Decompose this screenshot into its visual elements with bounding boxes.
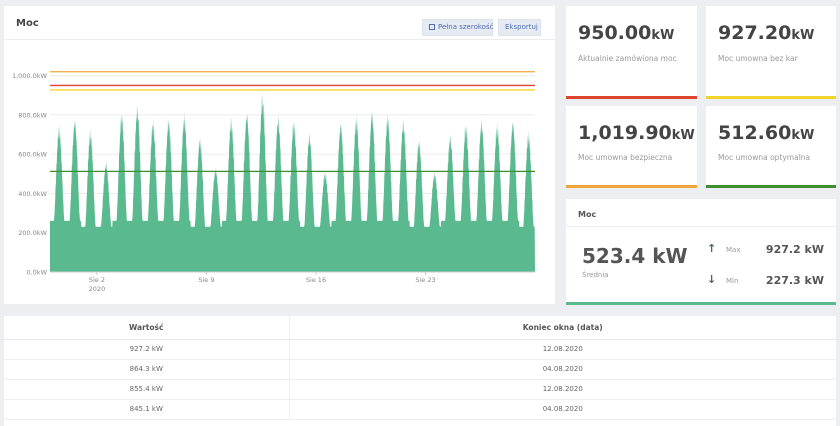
average-value: 523.4 kW [582, 244, 688, 268]
max-value: 927.2 kW [765, 243, 824, 256]
cell-value: 855.4 kW [4, 379, 290, 400]
stat-card-ordered: 950.00kW Aktualnie zamówiona moc [566, 6, 697, 99]
table-header-row: Wartość Koniec okna (data) [4, 316, 836, 340]
y-tick-label: 400.0kW [18, 190, 47, 198]
cell-value: 845.1 kW [4, 399, 290, 420]
y-tick-label: 200.0kW [18, 229, 47, 237]
cell-date: 12.08.2020 [289, 339, 836, 360]
stat-number: 950.00 [578, 22, 652, 44]
stat-number: 927.20 [718, 22, 792, 44]
stat-card-optimal: 512.60kW Moc umowna optymalna [706, 106, 836, 188]
stat-unit: kW [671, 128, 695, 143]
cell-date: 04.08.2020 [289, 399, 836, 420]
arrow-down-icon: ↓ [707, 273, 717, 286]
x-tick-sublabel: 2020 [89, 285, 106, 293]
stat-card-safe: 1,019.90kW Moc umowna bezpieczna [566, 106, 697, 188]
table-row: 845.1 kW 04.08.2020 [4, 399, 836, 420]
fullscreen-icon [429, 24, 435, 30]
stat-color-bar [706, 96, 836, 99]
stat-value: 950.00kW [578, 22, 674, 44]
column-header-window-end[interactable]: Koniec okna (data) [289, 316, 836, 340]
stat-number: 1,019.90 [578, 122, 672, 144]
stat-description: Moc umowna bezpieczna [578, 153, 673, 162]
export-button[interactable]: Eksportuj [498, 19, 541, 36]
stat-value: 512.60kW [718, 122, 814, 144]
stat-description: Aktualnie zamówiona moc [578, 54, 677, 63]
moc-card-title: Moc [578, 210, 597, 219]
power-chart-panel: Moc Pełna szerokość Eksportuj 0.0kW 200.0… [4, 6, 555, 304]
stat-value: 1,019.90kW [578, 122, 695, 144]
power-chart[interactable]: 0.0kW 200.0kW 400.0kW 600.0kW 800.0kW 1,000.0… [4, 6, 555, 304]
y-tick-label: 600.0kW [18, 151, 47, 159]
cell-value: 864.3 kW [4, 359, 290, 380]
stat-description: Moc umowna optymalna [718, 153, 811, 162]
stat-color-bar [566, 185, 697, 188]
arrow-up-icon: ↑ [707, 242, 717, 255]
column-header-value[interactable]: Wartość [4, 316, 290, 340]
stat-description: Moc umowna bez kar [718, 54, 798, 63]
full-width-button[interactable]: Pełna szerokość [422, 19, 493, 36]
stat-card-no-penalty: 927.20kW Moc umowna bez kar [706, 6, 836, 99]
min-label: Min [726, 277, 739, 285]
y-tick-label: 0.0kW [26, 269, 47, 277]
stat-unit: kW [791, 28, 815, 43]
table-row: 864.3 kW 04.08.2020 [4, 359, 836, 380]
stat-color-bar [706, 185, 836, 188]
y-tick-label: 1,000.0kW [12, 72, 48, 80]
stat-number: 512.60 [718, 122, 792, 144]
max-label: Max [726, 246, 741, 254]
full-width-label: Pełna szerokość [438, 23, 494, 31]
moc-summary-card: Moc 523.4 kW Średnia ↑ Max 927.2 kW ↓ Mi… [566, 199, 836, 305]
min-value: 227.3 kW [765, 274, 824, 287]
moc-card-divider [566, 226, 836, 227]
y-tick-label: 800.0kW [18, 111, 47, 119]
cell-value: 927.2 kW [4, 339, 290, 360]
stat-unit: kW [651, 28, 675, 43]
chart-header-divider [4, 39, 555, 40]
power-series-area [50, 92, 535, 272]
cell-date: 04.08.2020 [289, 359, 836, 380]
table-row: 927.2 kW 12.08.2020 [4, 339, 836, 360]
stat-color-bar [566, 96, 697, 99]
stat-unit: kW [791, 128, 815, 143]
average-label: Średnia [582, 271, 609, 279]
x-tick-label: Sie 16 [306, 276, 326, 284]
cell-date: 12.08.2020 [289, 379, 836, 400]
chart-title: Moc [16, 18, 39, 29]
x-tick-label: Sie 9 [198, 276, 214, 284]
x-tick-label: Sie 2 [89, 276, 105, 284]
peak-values-table-panel: Wartość Koniec okna (data) 927.2 kW 12.08… [4, 316, 836, 426]
stat-value: 927.20kW [718, 22, 814, 44]
peak-values-table: Wartość Koniec okna (data) 927.2 kW 12.08… [4, 316, 836, 420]
table-row: 855.4 kW 12.08.2020 [4, 379, 836, 400]
x-tick-label: Sie 23 [415, 276, 435, 284]
moc-color-bar [566, 302, 836, 305]
